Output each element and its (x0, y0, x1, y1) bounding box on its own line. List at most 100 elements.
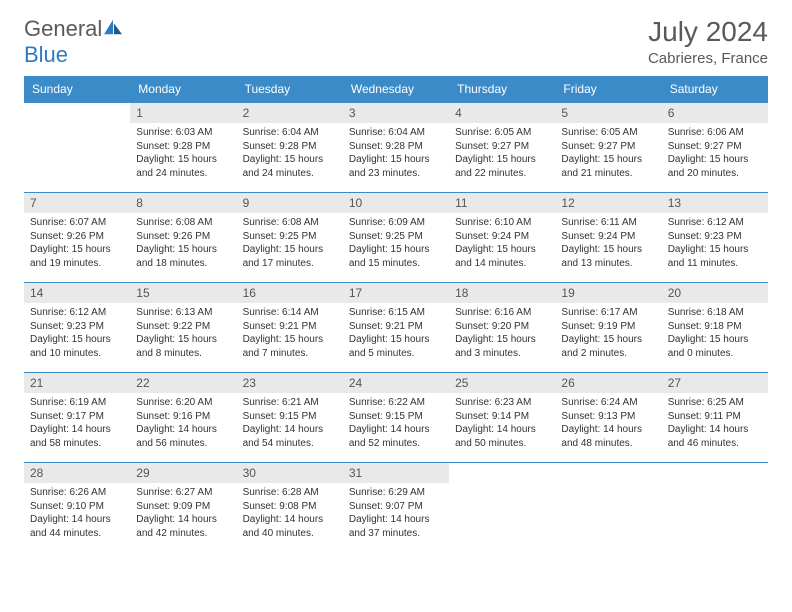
sunset: Sunset: 9:09 PM (136, 500, 230, 514)
logo-text-1: General (24, 16, 102, 41)
calendar-cell: 31Sunrise: 6:29 AMSunset: 9:07 PMDayligh… (343, 463, 449, 553)
day-data: Sunrise: 6:19 AMSunset: 9:17 PMDaylight:… (24, 393, 130, 456)
sunrise: Sunrise: 6:04 AM (349, 126, 443, 140)
sunrise: Sunrise: 6:18 AM (668, 306, 762, 320)
day-number: 5 (555, 103, 661, 123)
day-number: 18 (449, 283, 555, 303)
sunrise: Sunrise: 6:25 AM (668, 396, 762, 410)
calendar-cell: 30Sunrise: 6:28 AMSunset: 9:08 PMDayligh… (237, 463, 343, 553)
sunrise: Sunrise: 6:05 AM (455, 126, 549, 140)
daylight: Daylight: 15 hours and 13 minutes. (561, 243, 655, 270)
calendar-cell (662, 463, 768, 553)
weekday-header: Tuesday (237, 76, 343, 103)
sunset: Sunset: 9:15 PM (349, 410, 443, 424)
day-number: 22 (130, 373, 236, 393)
sunset: Sunset: 9:23 PM (668, 230, 762, 244)
weekday-header: Thursday (449, 76, 555, 103)
sunrise: Sunrise: 6:23 AM (455, 396, 549, 410)
daylight: Daylight: 15 hours and 7 minutes. (243, 333, 337, 360)
sunset: Sunset: 9:27 PM (668, 140, 762, 154)
day-data: Sunrise: 6:10 AMSunset: 9:24 PMDaylight:… (449, 213, 555, 276)
sunset: Sunset: 9:27 PM (455, 140, 549, 154)
sunrise: Sunrise: 6:27 AM (136, 486, 230, 500)
day-data: Sunrise: 6:23 AMSunset: 9:14 PMDaylight:… (449, 393, 555, 456)
daylight: Daylight: 15 hours and 17 minutes. (243, 243, 337, 270)
sunset: Sunset: 9:27 PM (561, 140, 655, 154)
daylight: Daylight: 14 hours and 40 minutes. (243, 513, 337, 540)
calendar-cell: 6Sunrise: 6:06 AMSunset: 9:27 PMDaylight… (662, 103, 768, 193)
day-number: 13 (662, 193, 768, 213)
calendar-row: 14Sunrise: 6:12 AMSunset: 9:23 PMDayligh… (24, 283, 768, 373)
day-number: 2 (237, 103, 343, 123)
calendar-cell: 17Sunrise: 6:15 AMSunset: 9:21 PMDayligh… (343, 283, 449, 373)
sunset: Sunset: 9:16 PM (136, 410, 230, 424)
day-number: 20 (662, 283, 768, 303)
daylight: Daylight: 15 hours and 18 minutes. (136, 243, 230, 270)
day-data: Sunrise: 6:17 AMSunset: 9:19 PMDaylight:… (555, 303, 661, 366)
day-data: Sunrise: 6:16 AMSunset: 9:20 PMDaylight:… (449, 303, 555, 366)
day-data: Sunrise: 6:20 AMSunset: 9:16 PMDaylight:… (130, 393, 236, 456)
sunset: Sunset: 9:17 PM (30, 410, 124, 424)
sunrise: Sunrise: 6:20 AM (136, 396, 230, 410)
location: Cabrieres, France (648, 50, 768, 67)
day-data: Sunrise: 6:25 AMSunset: 9:11 PMDaylight:… (662, 393, 768, 456)
sunrise: Sunrise: 6:21 AM (243, 396, 337, 410)
day-number: 17 (343, 283, 449, 303)
day-data: Sunrise: 6:04 AMSunset: 9:28 PMDaylight:… (343, 123, 449, 186)
daylight: Daylight: 14 hours and 58 minutes. (30, 423, 124, 450)
day-number: 30 (237, 463, 343, 483)
day-number: 12 (555, 193, 661, 213)
daylight: Daylight: 15 hours and 23 minutes. (349, 153, 443, 180)
day-number: 1 (130, 103, 236, 123)
sunrise: Sunrise: 6:14 AM (243, 306, 337, 320)
sunrise: Sunrise: 6:09 AM (349, 216, 443, 230)
daylight: Daylight: 15 hours and 5 minutes. (349, 333, 443, 360)
sunrise: Sunrise: 6:22 AM (349, 396, 443, 410)
calendar-row: 28Sunrise: 6:26 AMSunset: 9:10 PMDayligh… (24, 463, 768, 553)
daylight: Daylight: 15 hours and 22 minutes. (455, 153, 549, 180)
day-number: 16 (237, 283, 343, 303)
calendar-cell: 21Sunrise: 6:19 AMSunset: 9:17 PMDayligh… (24, 373, 130, 463)
sunrise: Sunrise: 6:24 AM (561, 396, 655, 410)
day-number: 29 (130, 463, 236, 483)
calendar-cell: 24Sunrise: 6:22 AMSunset: 9:15 PMDayligh… (343, 373, 449, 463)
day-data: Sunrise: 6:05 AMSunset: 9:27 PMDaylight:… (449, 123, 555, 186)
day-number: 15 (130, 283, 236, 303)
calendar-cell: 20Sunrise: 6:18 AMSunset: 9:18 PMDayligh… (662, 283, 768, 373)
daylight: Daylight: 15 hours and 15 minutes. (349, 243, 443, 270)
day-number: 28 (24, 463, 130, 483)
sunset: Sunset: 9:21 PM (243, 320, 337, 334)
calendar-cell (555, 463, 661, 553)
calendar-table: SundayMondayTuesdayWednesdayThursdayFrid… (24, 76, 768, 553)
day-data: Sunrise: 6:04 AMSunset: 9:28 PMDaylight:… (237, 123, 343, 186)
sunset: Sunset: 9:26 PM (30, 230, 124, 244)
sunset: Sunset: 9:13 PM (561, 410, 655, 424)
calendar-cell: 15Sunrise: 6:13 AMSunset: 9:22 PMDayligh… (130, 283, 236, 373)
sunrise: Sunrise: 6:08 AM (243, 216, 337, 230)
day-number: 23 (237, 373, 343, 393)
day-data: Sunrise: 6:21 AMSunset: 9:15 PMDaylight:… (237, 393, 343, 456)
sunrise: Sunrise: 6:15 AM (349, 306, 443, 320)
sunrise: Sunrise: 6:10 AM (455, 216, 549, 230)
day-data: Sunrise: 6:12 AMSunset: 9:23 PMDaylight:… (24, 303, 130, 366)
calendar-cell (24, 103, 130, 193)
calendar-cell: 23Sunrise: 6:21 AMSunset: 9:15 PMDayligh… (237, 373, 343, 463)
weekday-header: Monday (130, 76, 236, 103)
sunrise: Sunrise: 6:07 AM (30, 216, 124, 230)
calendar-cell: 4Sunrise: 6:05 AMSunset: 9:27 PMDaylight… (449, 103, 555, 193)
day-data: Sunrise: 6:14 AMSunset: 9:21 PMDaylight:… (237, 303, 343, 366)
calendar-cell: 26Sunrise: 6:24 AMSunset: 9:13 PMDayligh… (555, 373, 661, 463)
day-number: 14 (24, 283, 130, 303)
sunset: Sunset: 9:15 PM (243, 410, 337, 424)
daylight: Daylight: 15 hours and 0 minutes. (668, 333, 762, 360)
calendar-cell: 8Sunrise: 6:08 AMSunset: 9:26 PMDaylight… (130, 193, 236, 283)
day-number: 3 (343, 103, 449, 123)
day-data: Sunrise: 6:18 AMSunset: 9:18 PMDaylight:… (662, 303, 768, 366)
daylight: Daylight: 14 hours and 44 minutes. (30, 513, 124, 540)
calendar-cell: 27Sunrise: 6:25 AMSunset: 9:11 PMDayligh… (662, 373, 768, 463)
sunset: Sunset: 9:28 PM (349, 140, 443, 154)
logo-text: GeneralBlue (24, 16, 124, 68)
weekday-header: Wednesday (343, 76, 449, 103)
day-data: Sunrise: 6:26 AMSunset: 9:10 PMDaylight:… (24, 483, 130, 546)
calendar-cell: 12Sunrise: 6:11 AMSunset: 9:24 PMDayligh… (555, 193, 661, 283)
